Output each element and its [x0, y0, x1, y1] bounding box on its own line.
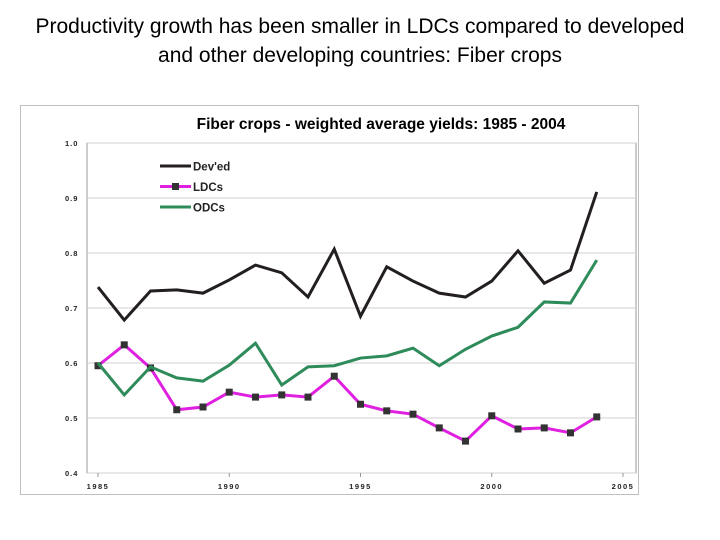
y-tick-label: 0.9	[65, 194, 78, 203]
data-point	[383, 407, 391, 415]
data-point	[94, 362, 102, 370]
series-line-deved	[96, 191, 599, 323]
data-point	[462, 437, 469, 445]
series-line-ldcs	[97, 342, 598, 443]
data-point	[199, 403, 207, 411]
chart-title: Fiber crops - weighted average yields: 1…	[197, 116, 566, 133]
x-tick-label: 2005	[612, 482, 635, 491]
y-tick-label: 0.7	[65, 304, 78, 313]
legend-marker	[172, 183, 179, 190]
legend-label: ODCs	[193, 203, 225, 215]
y-tick-label: 1.0	[65, 139, 78, 148]
data-point	[278, 391, 286, 399]
chart-frame	[20, 105, 639, 495]
data-point	[593, 413, 601, 421]
data-point	[120, 341, 128, 349]
legend-label: LDCs	[193, 182, 223, 194]
data-point	[225, 388, 233, 396]
legend-label: Dev'ed	[193, 162, 230, 174]
y-tick-label: 0.6	[65, 359, 78, 368]
data-point	[357, 400, 364, 408]
data-point	[304, 393, 312, 401]
x-tick-label: 1995	[349, 482, 372, 491]
data-point	[435, 424, 443, 432]
data-point	[330, 372, 338, 380]
y-tick-label: 0.4	[65, 469, 78, 478]
data-point	[409, 410, 417, 418]
data-point	[252, 393, 259, 401]
x-tick-label: 2000	[480, 482, 503, 491]
slide-title: Productivity growth has been smaller in …	[35, 15, 685, 67]
data-point	[567, 429, 574, 437]
data-point	[540, 424, 548, 432]
y-tick-label: 0.8	[65, 249, 78, 258]
x-tick-label: 1990	[218, 482, 241, 491]
data-point	[514, 425, 522, 433]
series-line-odcs	[96, 259, 599, 398]
y-tick-label: 0.5	[65, 414, 78, 423]
x-tick-label: 1985	[87, 482, 110, 491]
data-point	[488, 412, 496, 420]
data-point	[173, 406, 181, 414]
